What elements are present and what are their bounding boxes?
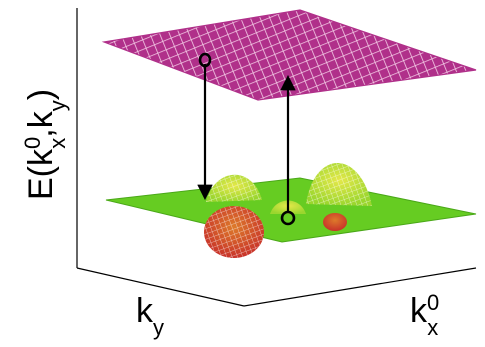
x-axis-label: k0 x — [410, 290, 439, 340]
lower-surface-dip — [323, 213, 347, 231]
circle-marker-icon — [198, 52, 212, 68]
axes-frame — [76, 8, 477, 307]
z-axis-label: E(k0x,ky) — [20, 89, 70, 200]
y-axis-label: ky — [136, 292, 164, 340]
transition-arrows — [197, 64, 296, 212]
circle-marker-icon — [280, 210, 296, 226]
upper-surface — [101, 9, 477, 101]
lower-surface — [105, 163, 477, 258]
state-markers — [198, 52, 296, 226]
y-axis-floor-line — [76, 267, 245, 307]
x-axis-floor-line — [243, 267, 477, 307]
